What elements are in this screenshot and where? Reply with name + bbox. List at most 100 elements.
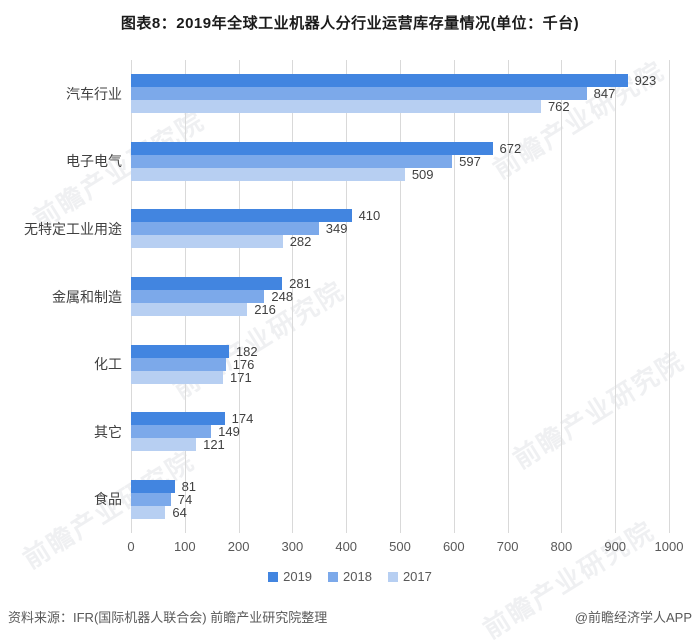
- bar-line: 121: [131, 437, 669, 453]
- x-tick-label: 800: [550, 539, 573, 554]
- value-label: 762: [547, 99, 570, 115]
- chart-title: 图表8：2019年全球工业机器人分行业运营库存量情况(单位：千台): [120, 15, 580, 32]
- legend-item-2017: 2017: [387, 569, 432, 584]
- bar-group: 410 349 282: [131, 208, 669, 250]
- gridline: [561, 60, 563, 533]
- value-label: 176: [232, 356, 255, 372]
- x-tick-label: 700: [496, 539, 519, 554]
- bar-line: 81: [131, 478, 669, 494]
- legend-item-2018: 2018: [328, 569, 372, 584]
- footer: 资料来源：IFR(国际机器人联合会) 前瞻产业研究院整理 @前瞻经济学人APP: [8, 607, 692, 626]
- bar-group: 81 74 64: [131, 478, 669, 520]
- legend-item-2019: 2019: [268, 569, 312, 584]
- value-label: 64: [172, 504, 187, 520]
- category-label: 食品: [94, 491, 122, 508]
- bar-2018: [131, 222, 319, 236]
- legend: 2019 2018 2017: [0, 569, 700, 584]
- value-label: 248: [271, 289, 294, 305]
- bar-group: 174 149 121: [131, 411, 669, 453]
- category-row: 汽车行业 923 847 762: [0, 60, 669, 128]
- gridline: [400, 60, 401, 533]
- bar-line: 349: [131, 221, 669, 237]
- category-row: 电子电气 672 597 509: [0, 128, 669, 196]
- bar-2017: [131, 370, 223, 384]
- category-label: 电子电气: [66, 153, 122, 170]
- source-note: 资料来源：IFR(国际机器人联合会) 前瞻产业研究院整理: [8, 610, 328, 625]
- value-label: 282: [289, 234, 312, 250]
- category-row: 无特定工业用途 410 349 282: [0, 195, 669, 263]
- gridline: [453, 60, 455, 533]
- x-tick-label: 600: [442, 539, 465, 554]
- bar-2018: [131, 290, 265, 304]
- legend-label: 2017: [402, 569, 432, 584]
- x-tick-label: 500: [389, 539, 411, 554]
- credit-note: @前瞻经济学人APP: [574, 610, 692, 625]
- bar-group: 672 597 509: [131, 140, 669, 182]
- value-label: 182: [235, 343, 258, 359]
- bar-2019: [131, 479, 175, 493]
- category-label: 无特定工业用途: [24, 220, 122, 237]
- bar-rows: 汽车行业 923 847 762 电子电气 672 597 509 无特定工业用途 410 349 2…: [0, 60, 669, 533]
- x-axis: 0 100 200 300 400 500 600 700 800 900 1000: [127, 539, 683, 557]
- category-row: 其它 174 149 121: [0, 398, 669, 466]
- bar-2018: [131, 425, 212, 439]
- x-tick-label: 0: [127, 539, 135, 554]
- x-tick-label: 400: [335, 539, 358, 554]
- bar-group: 281 248 216: [131, 276, 669, 317]
- value-label: 509: [411, 166, 434, 182]
- bar-line: 74: [131, 491, 669, 507]
- bar-line: 64: [131, 504, 669, 520]
- bar-2019: [131, 344, 229, 358]
- bar-line: 282: [131, 234, 669, 250]
- bar-line: 672: [131, 140, 669, 156]
- bar-line: 762: [131, 99, 669, 115]
- x-tick-label: 300: [281, 539, 304, 554]
- value-label: 349: [325, 221, 348, 237]
- bar-2019: [131, 209, 352, 223]
- bar-line: 509: [131, 166, 669, 182]
- value-label: 410: [358, 208, 381, 224]
- bar-2017: [131, 100, 541, 114]
- x-tick-label: 100: [173, 539, 196, 554]
- value-label: 672: [499, 140, 522, 156]
- value-label: 81: [181, 478, 197, 494]
- bar-2018: [131, 87, 587, 101]
- bar-line: 149: [131, 424, 669, 439]
- category-label: 其它: [94, 423, 122, 440]
- value-label: 174: [231, 411, 254, 427]
- category-row: 化工 182 176 171: [0, 330, 669, 398]
- bar-2019: [131, 141, 493, 155]
- legend-swatch-icon: [387, 571, 398, 582]
- gridline: [615, 60, 617, 533]
- bar-line: 281: [131, 276, 669, 291]
- value-label: 121: [203, 437, 225, 453]
- bar-2019: [131, 277, 283, 291]
- legend-swatch-icon: [328, 571, 339, 582]
- bar-2017: [131, 167, 405, 181]
- x-tick-label: 1000: [654, 539, 684, 554]
- bar-2019: [131, 74, 628, 88]
- category-row: 食品 81 74 64: [0, 465, 669, 533]
- bar-line: 847: [131, 86, 669, 101]
- bar-2018: [131, 492, 171, 506]
- category-label: 化工: [94, 356, 122, 373]
- bar-line: 410: [131, 208, 669, 224]
- bar-2017: [131, 505, 166, 519]
- bar-line: 216: [131, 302, 669, 317]
- bar-2017: [131, 438, 197, 452]
- bar-line: 597: [131, 153, 669, 169]
- bar-2017: [131, 303, 248, 317]
- bar-line: 182: [131, 343, 669, 359]
- gridline: [507, 60, 509, 533]
- legend-label: 2019: [283, 569, 313, 584]
- bar-line: 174: [131, 411, 669, 427]
- bar-2017: [131, 235, 283, 249]
- value-label: 74: [177, 491, 193, 507]
- bar-line: 171: [131, 370, 669, 385]
- legend-label: 2018: [343, 569, 372, 584]
- value-label: 597: [459, 153, 481, 169]
- bar-2019: [131, 412, 225, 426]
- legend-swatch-icon: [268, 571, 279, 582]
- bar-2018: [131, 357, 226, 371]
